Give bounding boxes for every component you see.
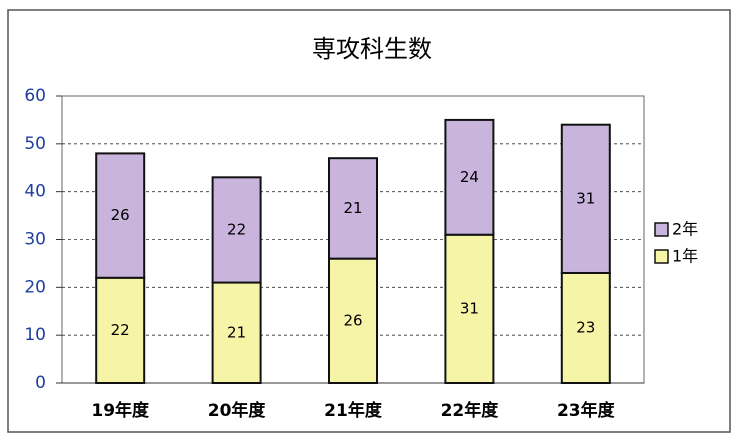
legend-label: 1年 — [672, 247, 698, 266]
bar-segment — [211, 176, 262, 284]
data-label: 22 — [227, 220, 246, 238]
bar-segment — [560, 123, 611, 274]
x-tick-label: 21年度 — [324, 400, 383, 421]
data-label: 31 — [576, 189, 595, 207]
data-label: 26 — [111, 206, 130, 224]
y-tick-label: 50 — [24, 134, 46, 154]
bar-segment — [444, 118, 495, 236]
data-label: 22 — [111, 321, 130, 339]
y-tick-label: 0 — [35, 373, 46, 393]
y-tick-label: 60 — [24, 86, 46, 106]
bar-segment — [328, 157, 378, 260]
data-label: 24 — [460, 168, 479, 186]
data-label: 21 — [227, 323, 246, 341]
bar-segment — [560, 271, 611, 385]
bar-segment — [95, 276, 146, 384]
data-label: 26 — [343, 311, 362, 329]
bar-segment — [95, 152, 146, 279]
bar-segment — [444, 233, 495, 384]
x-tick-label: 20年度 — [208, 400, 267, 421]
y-tick-label: 20 — [24, 277, 46, 297]
data-label: 31 — [460, 299, 479, 317]
legend-label: 2年 — [672, 220, 698, 239]
data-label: 21 — [343, 199, 362, 217]
chart-title: 専攻科生数 — [312, 35, 432, 63]
y-tick-label: 30 — [24, 230, 46, 250]
bar-segment — [211, 281, 262, 384]
y-tick-label: 10 — [24, 325, 46, 345]
y-tick-label: 40 — [24, 182, 46, 202]
legend-swatch — [654, 222, 669, 237]
x-tick-label: 19年度 — [91, 400, 150, 421]
legend-swatch — [654, 249, 669, 264]
bar-segment — [328, 257, 378, 384]
x-tick-label: 22年度 — [441, 400, 500, 421]
data-label: 23 — [576, 318, 595, 336]
x-tick-label: 23年度 — [557, 400, 616, 421]
